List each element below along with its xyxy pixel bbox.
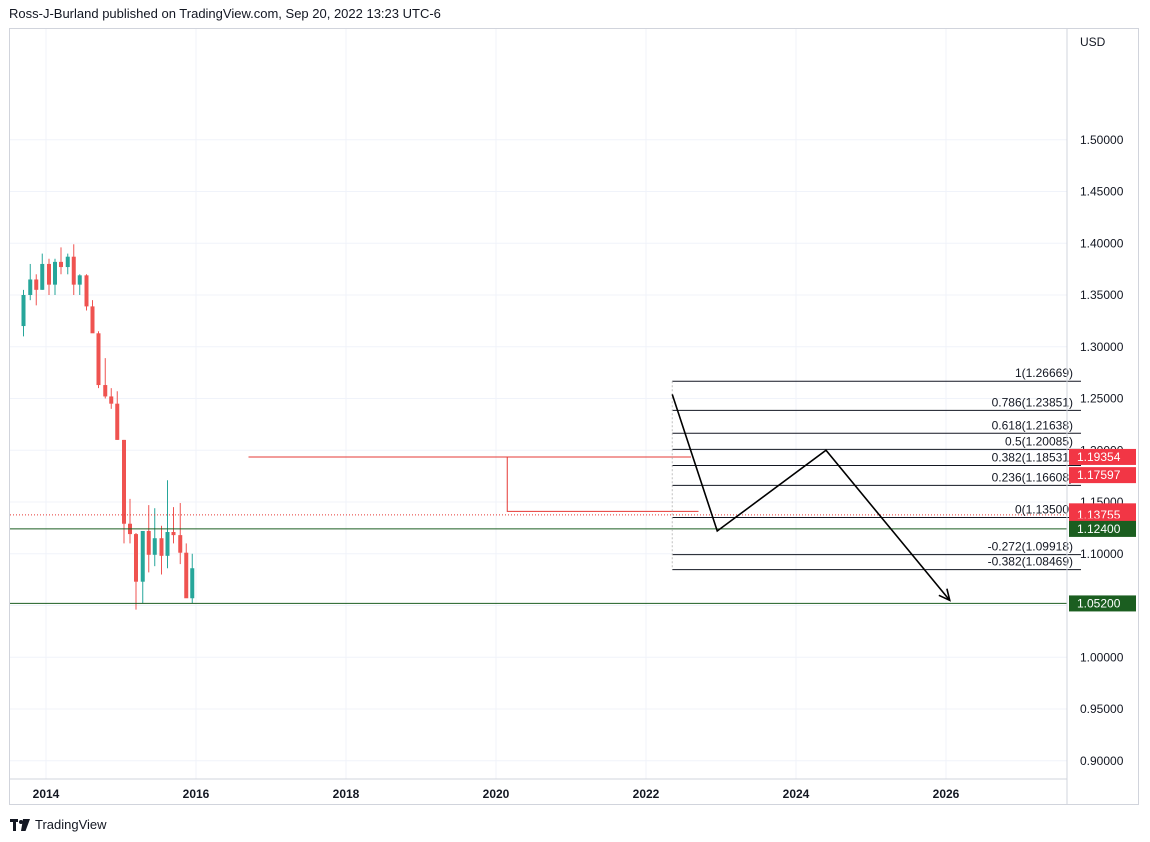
candle-down xyxy=(96,333,101,386)
candle-up xyxy=(65,256,70,268)
candle-down xyxy=(34,279,39,290)
fib-level-label: 0.5(1.20085) xyxy=(1005,434,1073,448)
price-tag xyxy=(1069,448,1136,465)
x-tick-label: 2026 xyxy=(933,787,960,801)
time-axis[interactable]: 2014 2016 2018 2020 2022 2024 2026 xyxy=(10,778,1067,801)
price-tag xyxy=(1069,520,1136,537)
projection-path xyxy=(671,394,951,601)
price-tag xyxy=(1069,467,1136,484)
y-tick-label: 1.10000 xyxy=(1080,547,1124,561)
fib-level-label: 0.618(1.21638) xyxy=(992,418,1073,432)
tradingview-footer[interactable]: TradingView xyxy=(10,817,107,832)
projection-arrowhead xyxy=(938,588,951,602)
candle-down xyxy=(115,403,120,440)
fib-level-label: 0.236(1.16608) xyxy=(992,470,1073,484)
y-tick-label: 1.50000 xyxy=(1080,133,1124,147)
candle-up xyxy=(152,538,157,555)
footer-brand: TradingView xyxy=(35,817,107,832)
fib-level-label: -0.382(1.08469) xyxy=(988,555,1073,569)
overlay-layer: 1(1.26669) 0.786(1.23851) 0.618(1.21638) 0.… xyxy=(10,366,1081,604)
candles-layer xyxy=(21,244,195,610)
y-tick-label: 1.45000 xyxy=(1080,185,1124,199)
x-tick-label: 2024 xyxy=(783,787,810,801)
price-tag xyxy=(1069,595,1136,612)
y-tick-label: 1.35000 xyxy=(1080,288,1124,302)
candle-down xyxy=(178,535,183,553)
candle-down xyxy=(47,263,51,285)
price-tag-label: 1.17597 xyxy=(1077,468,1121,482)
candle-down xyxy=(90,306,95,334)
candle-down xyxy=(171,532,176,536)
chart-area[interactable]: 1(1.26669) 0.786(1.23851) 0.618(1.21638) 0.… xyxy=(9,28,1139,805)
publisher-header: Ross-J-Burland published on TradingView.… xyxy=(9,6,441,21)
fib-level-label: 0.382(1.18531) xyxy=(992,450,1073,464)
candle-down xyxy=(122,439,126,524)
candle-down xyxy=(84,275,89,307)
candle-up xyxy=(21,295,26,327)
fib-level-label: 1(1.26669) xyxy=(1015,366,1073,380)
candle-up xyxy=(140,530,145,582)
y-tick-label: 0.95000 xyxy=(1080,702,1124,716)
x-tick-label: 2020 xyxy=(483,787,510,801)
candle-up xyxy=(77,275,82,285)
candle-down xyxy=(146,530,151,555)
chart-grid xyxy=(10,29,1067,779)
candle-down xyxy=(59,261,63,268)
fib-level-label: -0.272(1.09918) xyxy=(988,540,1073,554)
y-tick-label: 1.40000 xyxy=(1080,236,1124,250)
currency-label: USD xyxy=(1080,35,1106,49)
price-tag-label: 1.05200 xyxy=(1077,596,1121,610)
price-tag-label: 1.12400 xyxy=(1077,522,1121,536)
x-tick-label: 2016 xyxy=(183,787,210,801)
candle-down xyxy=(71,256,76,285)
price-tag-label: 1.19354 xyxy=(1077,450,1121,464)
candle-up xyxy=(53,261,57,285)
x-tick-label: 2022 xyxy=(633,787,660,801)
tradingview-logo-icon xyxy=(10,818,30,831)
y-tick-label: 1.30000 xyxy=(1080,340,1124,354)
candle-down xyxy=(159,538,164,556)
fib-level-label: 0(1.13500) xyxy=(1015,503,1073,517)
candle-down xyxy=(103,385,108,397)
candle-up xyxy=(40,263,45,290)
candle-up xyxy=(28,279,33,295)
x-tick-label: 2014 xyxy=(33,787,60,801)
candle-down xyxy=(184,552,189,599)
y-tick-label: 1.25000 xyxy=(1080,392,1124,406)
y-tick-label: 0.90000 xyxy=(1080,754,1124,768)
y-tick-label: 1.00000 xyxy=(1080,650,1124,664)
price-chart-svg[interactable]: 1(1.26669) 0.786(1.23851) 0.618(1.21638) 0.… xyxy=(10,29,1138,804)
reference-line xyxy=(506,456,699,512)
candle-up xyxy=(190,568,195,599)
candle-down xyxy=(134,534,138,582)
candle-up xyxy=(165,532,170,556)
x-tick-label: 2018 xyxy=(333,787,360,801)
candle-down xyxy=(109,396,114,404)
price-axis[interactable]: USD 1.50000 1.45000 1.40000 1.35000 1.30000 1.… xyxy=(1066,29,1124,804)
fib-level-label: 0.786(1.23851) xyxy=(992,395,1073,409)
